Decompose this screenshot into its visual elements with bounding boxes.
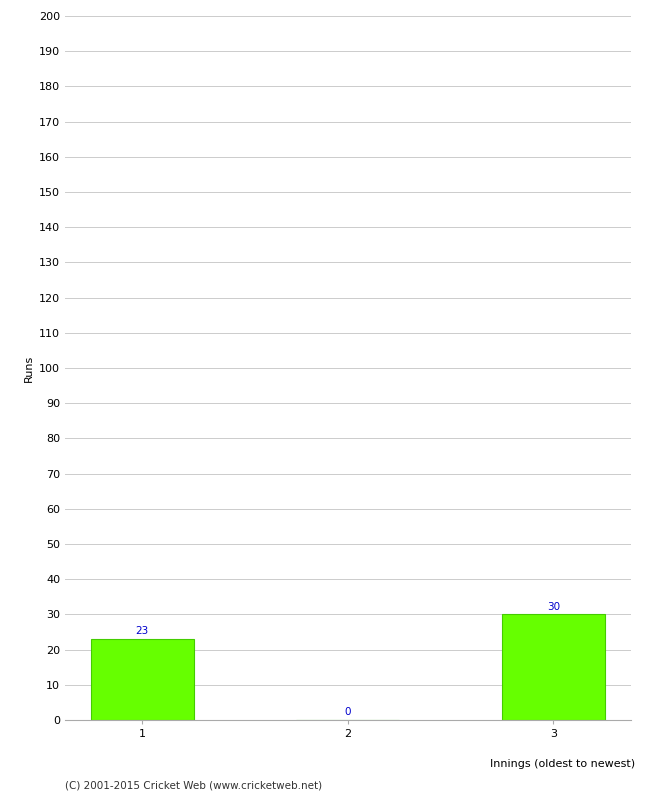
Bar — [91, 639, 194, 720]
Text: 30: 30 — [547, 602, 560, 611]
Text: 0: 0 — [344, 707, 351, 717]
Text: 23: 23 — [135, 626, 149, 636]
Bar — [502, 614, 604, 720]
Y-axis label: Runs: Runs — [23, 354, 33, 382]
Text: (C) 2001-2015 Cricket Web (www.cricketweb.net): (C) 2001-2015 Cricket Web (www.cricketwe… — [65, 781, 322, 790]
X-axis label: Innings (oldest to newest): Innings (oldest to newest) — [490, 758, 635, 769]
